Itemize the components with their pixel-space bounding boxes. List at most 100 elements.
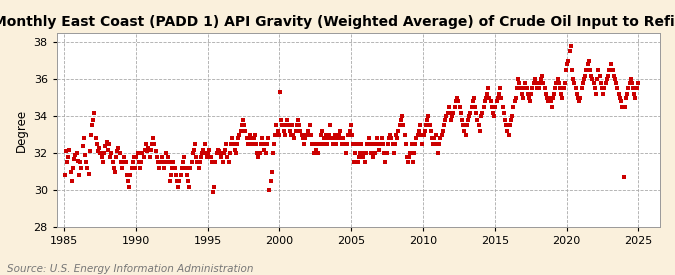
Point	[327, 142, 338, 146]
Point	[145, 147, 156, 152]
Point	[59, 173, 70, 178]
Point	[498, 110, 509, 115]
Point	[128, 160, 138, 165]
Point	[88, 118, 99, 122]
Point	[238, 118, 248, 122]
Point	[140, 142, 151, 146]
Point	[84, 149, 95, 153]
Point	[484, 95, 495, 100]
Point	[608, 68, 618, 72]
Point	[460, 133, 471, 137]
Point	[620, 95, 631, 100]
Point	[363, 136, 374, 141]
Point	[111, 155, 122, 159]
Point	[97, 160, 108, 165]
Point	[284, 129, 295, 133]
Point	[199, 142, 210, 146]
Point	[362, 142, 373, 146]
Point	[160, 160, 171, 165]
Text: Source: U.S. Energy Information Administration: Source: U.S. Energy Information Administ…	[7, 264, 253, 274]
Point	[230, 147, 240, 152]
Point	[564, 49, 575, 54]
Point	[403, 160, 414, 165]
Point	[65, 169, 76, 174]
Point	[247, 142, 258, 146]
Point	[557, 95, 568, 100]
Point	[168, 160, 179, 165]
Point	[539, 86, 550, 91]
Point	[148, 136, 159, 141]
Point	[61, 160, 72, 165]
Point	[375, 142, 386, 146]
Point	[332, 136, 343, 141]
Point	[138, 155, 149, 159]
Point	[567, 68, 578, 72]
Point	[576, 86, 587, 91]
Point	[526, 92, 537, 96]
Point	[535, 77, 546, 81]
Point	[125, 173, 136, 178]
Point	[349, 160, 360, 165]
Point	[461, 123, 472, 128]
Point	[556, 92, 566, 96]
Point	[292, 118, 303, 122]
Point	[300, 136, 310, 141]
Point	[452, 95, 462, 100]
Point	[465, 110, 476, 115]
Point	[410, 142, 421, 146]
Point	[78, 136, 89, 141]
Point	[144, 155, 155, 159]
Point	[405, 151, 416, 155]
Point	[502, 129, 513, 133]
Point	[389, 142, 400, 146]
Point	[72, 151, 82, 155]
Point	[504, 133, 514, 137]
Point	[74, 173, 84, 178]
Point	[269, 142, 279, 146]
Point	[478, 105, 489, 109]
Point	[497, 105, 508, 109]
Point	[425, 129, 436, 133]
Point	[117, 166, 128, 170]
Point	[60, 149, 71, 153]
Point	[524, 95, 535, 100]
Point	[391, 133, 402, 137]
Point	[97, 155, 107, 159]
Point	[483, 86, 493, 91]
Point	[248, 136, 259, 141]
Point	[431, 142, 442, 146]
Point	[317, 129, 327, 133]
Point	[537, 73, 547, 78]
Point	[169, 166, 180, 170]
Point	[468, 95, 479, 100]
Point	[190, 142, 200, 146]
Point	[197, 151, 208, 155]
Point	[414, 123, 425, 128]
Point	[210, 160, 221, 165]
Point	[568, 77, 578, 81]
Point	[171, 179, 182, 183]
Point	[493, 95, 504, 100]
Point	[331, 142, 342, 146]
Point	[476, 114, 487, 119]
Point	[569, 81, 580, 85]
Point	[228, 142, 239, 146]
Point	[450, 99, 461, 104]
Point	[100, 144, 111, 148]
Point	[304, 123, 315, 128]
Point	[482, 92, 493, 96]
Point	[343, 133, 354, 137]
Point	[357, 155, 368, 159]
Point	[224, 151, 235, 155]
Point	[398, 123, 408, 128]
Point	[184, 184, 194, 189]
Point	[324, 133, 335, 137]
Point	[421, 123, 431, 128]
Point	[446, 118, 456, 122]
Point	[373, 142, 383, 146]
Point	[376, 136, 387, 141]
Point	[333, 133, 344, 137]
Point	[427, 136, 437, 141]
Point	[412, 133, 423, 137]
Point	[198, 147, 209, 152]
